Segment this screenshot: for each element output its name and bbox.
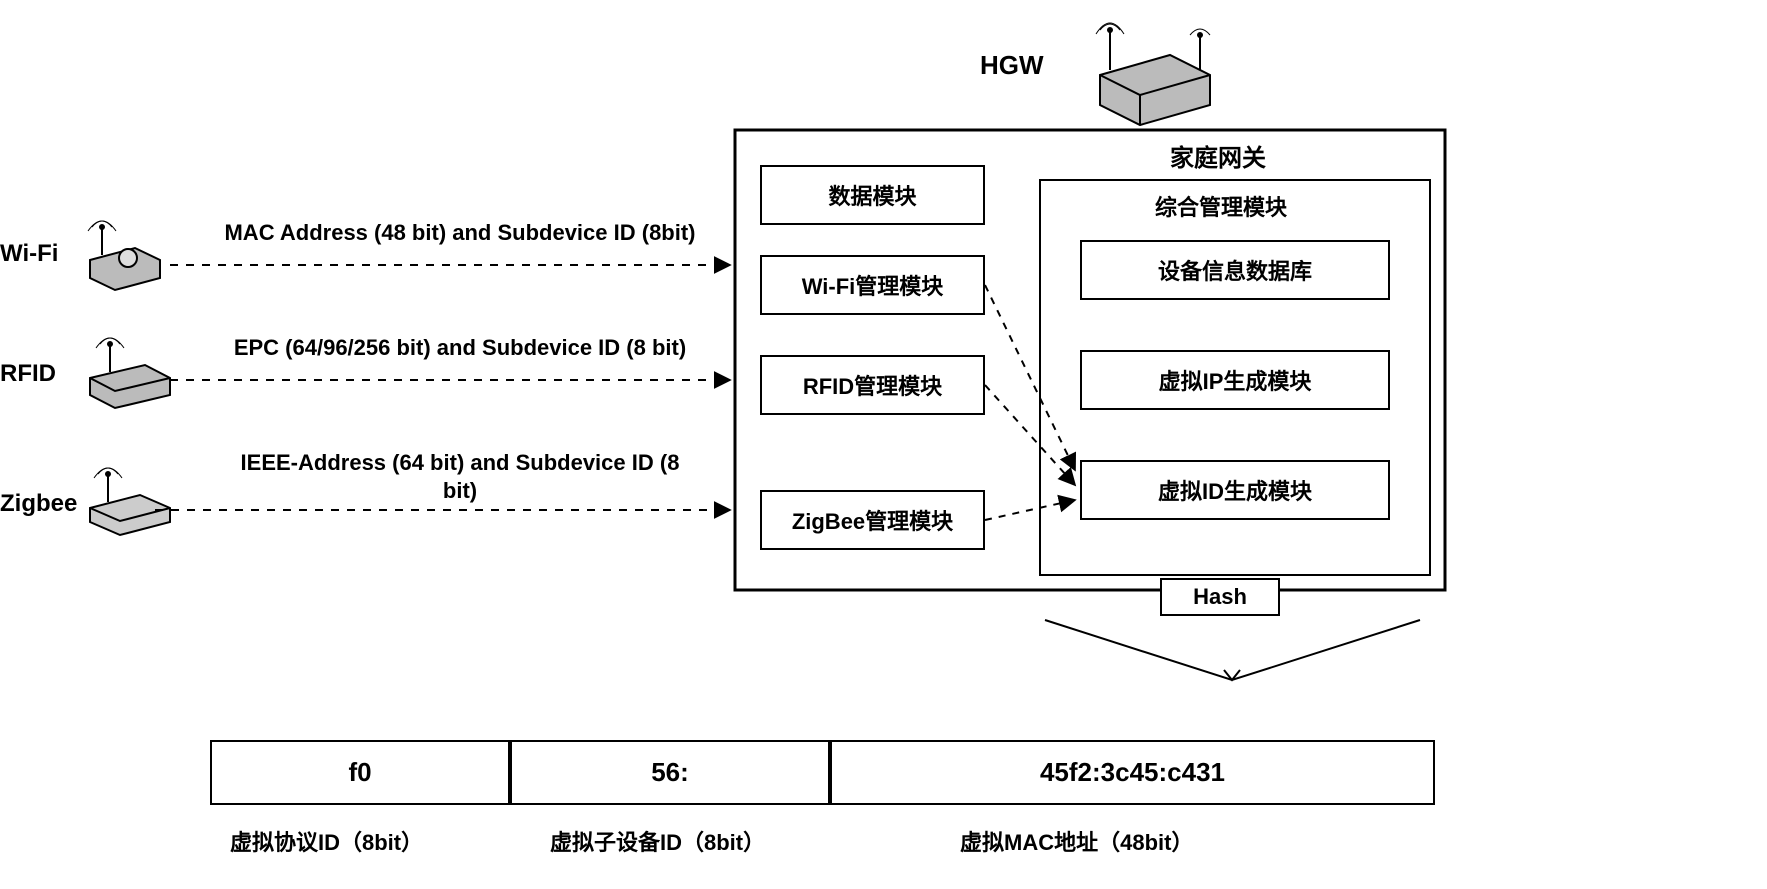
hgw-label: HGW [980,50,1044,81]
edge-rfid-label: EPC (64/96/256 bit) and Subdevice ID (8 … [190,335,730,361]
hash-box: Hash [1160,578,1280,616]
rfid-label: RFID [0,360,56,388]
virtual-id-box: 虚拟ID生成模块 [1080,460,1390,520]
id-cap-0: 虚拟协议ID（8bit） [230,825,423,857]
id-cell-2: 45f2:3c45:c431 [830,740,1435,805]
mgmt-group-title: 综合管理模块 [1155,190,1287,222]
rfid-module-box: RFID管理模块 [760,355,985,415]
zigbee-label: Zigbee [0,490,77,518]
device-db-box: 设备信息数据库 [1080,240,1390,300]
edge-zigbee-label2: bit) [190,478,730,504]
id-cap-2: 虚拟MAC地址（48bit） [960,825,1193,857]
wifi-module-box: Wi-Fi管理模块 [760,255,985,315]
data-module-box: 数据模块 [760,165,985,225]
id-cap-1: 虚拟子设备ID（8bit） [550,825,765,857]
zigbee-module-box: ZigBee管理模块 [760,490,985,550]
gateway-title: 家庭网关 [1170,138,1266,173]
wifi-label: Wi-Fi [0,240,58,268]
edge-zigbee-label1: IEEE-Address (64 bit) and Subdevice ID (… [190,450,730,476]
virtual-ip-box: 虚拟IP生成模块 [1080,350,1390,410]
id-cell-0: f0 [210,740,510,805]
edge-wifi-label: MAC Address (48 bit) and Subdevice ID (8… [190,220,730,246]
id-cell-1: 56: [510,740,830,805]
